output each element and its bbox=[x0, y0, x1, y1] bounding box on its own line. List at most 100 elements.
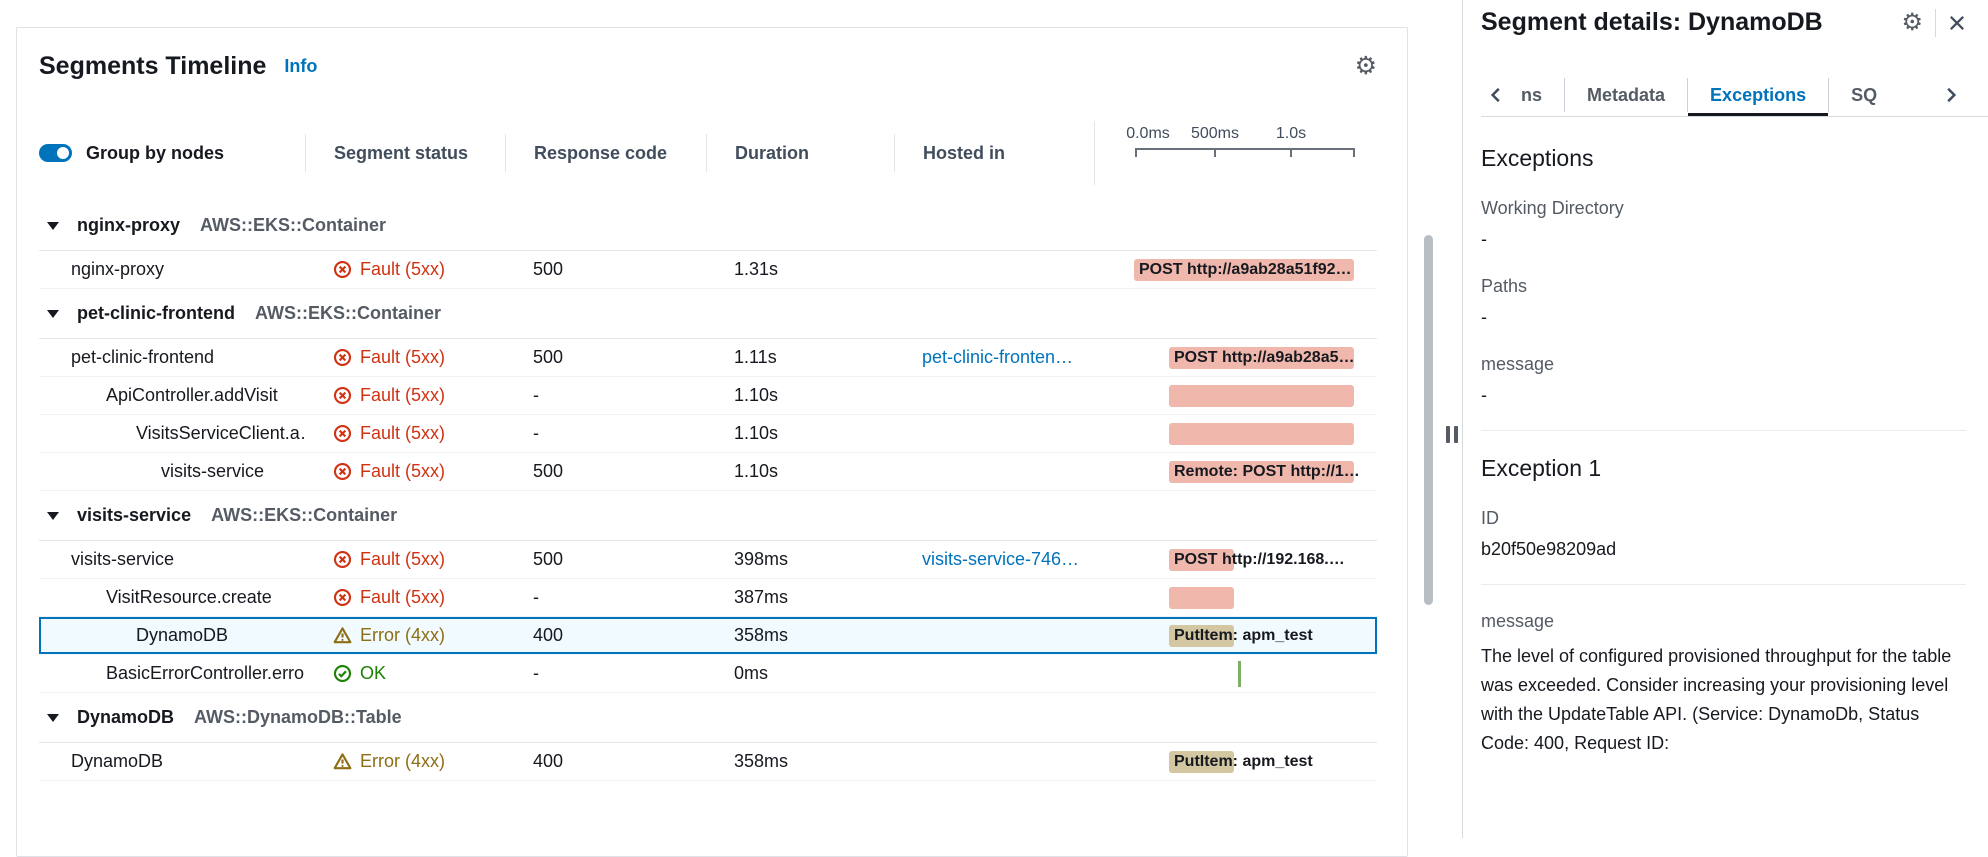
details-title: Segment details: DynamoDB bbox=[1481, 8, 1823, 36]
caret-down-icon[interactable] bbox=[47, 221, 59, 230]
exceptions-heading: Exceptions bbox=[1481, 145, 1594, 171]
tabs-scroll-left-icon[interactable] bbox=[1481, 86, 1511, 104]
fault-icon bbox=[333, 348, 352, 367]
info-link[interactable]: Info bbox=[284, 56, 318, 76]
vertical-scrollbar[interactable] bbox=[1424, 235, 1433, 605]
response-code: - bbox=[533, 385, 539, 405]
group-by-nodes-label: Group by nodes bbox=[86, 142, 225, 163]
tabs-scroll-right-icon[interactable] bbox=[1936, 86, 1966, 104]
segment-details-panel: Segment details: DynamoDB ⚙ ns Metadata … bbox=[1462, 0, 1988, 838]
fault-icon bbox=[333, 260, 352, 279]
segments-table: nginx-proxy AWS::EKS::Container nginx-pr… bbox=[39, 201, 1377, 781]
response-code: 500 bbox=[533, 549, 564, 569]
status-label: Fault (5xx) bbox=[360, 423, 446, 443]
table-row[interactable]: DynamoDB Error (4xx) 400 358ms PutItem: … bbox=[39, 743, 1377, 781]
segment-name: nginx-proxy bbox=[71, 259, 165, 279]
divider bbox=[1481, 584, 1966, 585]
tab-sql-truncated[interactable]: SQ bbox=[1851, 84, 1878, 105]
timeline-axis: 0.0ms 500ms 1.0s bbox=[1126, 125, 1355, 157]
group-header-dynamodb[interactable]: DynamoDB AWS::DynamoDB::Table bbox=[39, 693, 1377, 743]
exception-message-value: The level of configured provisioned thro… bbox=[1481, 646, 1952, 753]
axis-tick-label: 0.0ms bbox=[1126, 125, 1170, 142]
timeline-bar[interactable] bbox=[1169, 422, 1354, 445]
group-name: nginx-proxy bbox=[77, 215, 181, 235]
details-gear-icon[interactable]: ⚙ bbox=[1901, 9, 1923, 36]
response-code: 400 bbox=[533, 625, 564, 645]
caret-down-icon[interactable] bbox=[47, 309, 59, 318]
group-type: AWS::EKS::Container bbox=[255, 303, 441, 323]
segment-name: visits-service bbox=[161, 461, 265, 481]
timeline-bar[interactable] bbox=[1169, 384, 1354, 407]
field-label: message bbox=[1481, 354, 1555, 374]
fault-icon bbox=[333, 550, 352, 569]
timeline-bar[interactable]: POST http://a9ab28a5… bbox=[1169, 346, 1355, 369]
timeline-bar[interactable]: POST http://192.168.… bbox=[1169, 548, 1345, 571]
group-by-nodes-toggle[interactable] bbox=[39, 144, 72, 162]
status-label: Fault (5xx) bbox=[360, 385, 446, 405]
duration: 1.10s bbox=[734, 385, 779, 405]
timeline-bar[interactable]: POST http://a9ab28a51f92… bbox=[1134, 258, 1354, 281]
status-label: Fault (5xx) bbox=[360, 461, 446, 481]
timeline-bar[interactable]: Remote: POST http://1… bbox=[1169, 460, 1360, 483]
table-row[interactable]: visits-service Fault (5xx) 500 398ms vis… bbox=[39, 541, 1377, 579]
exception-id-label: ID bbox=[1481, 508, 1499, 528]
panel-resize-handle[interactable] bbox=[1446, 426, 1458, 443]
status-label: Fault (5xx) bbox=[360, 259, 446, 279]
table-row[interactable]: VisitResource.create Fault (5xx) - 387ms bbox=[39, 579, 1377, 617]
duration: 358ms bbox=[734, 625, 789, 645]
table-row-selected-dynamodb[interactable]: DynamoDB Error (4xx) 400 358ms PutItem: … bbox=[39, 617, 1377, 655]
group-name: pet-clinic-frontend bbox=[77, 303, 235, 323]
caret-down-icon[interactable] bbox=[47, 713, 59, 722]
hosted-in-link[interactable]: visits-service-746… bbox=[922, 549, 1080, 569]
warning-icon bbox=[333, 626, 352, 645]
duration: 1.10s bbox=[734, 461, 779, 481]
settings-gear-icon[interactable]: ⚙ bbox=[1354, 52, 1377, 80]
divider bbox=[1481, 430, 1966, 431]
duration: 1.11s bbox=[734, 347, 777, 367]
tab-metadata[interactable]: Metadata bbox=[1587, 84, 1666, 105]
exception-message-label: message bbox=[1481, 611, 1555, 631]
column-header-response-code: Response code bbox=[505, 134, 706, 172]
hosted-in-link[interactable]: pet-clinic-fronten… bbox=[922, 347, 1074, 367]
status-label: Fault (5xx) bbox=[360, 347, 446, 367]
axis-tick-label: 500ms bbox=[1190, 125, 1240, 142]
ok-icon bbox=[333, 664, 352, 683]
timeline-bar[interactable] bbox=[1169, 586, 1234, 609]
tab-annotations-truncated[interactable]: ns bbox=[1521, 84, 1543, 105]
table-row[interactable]: ApiController.addVisit Fault (5xx) - 1.1… bbox=[39, 377, 1377, 415]
timeline-bar[interactable]: PutItem: apm_test bbox=[1169, 750, 1313, 773]
close-icon[interactable] bbox=[1948, 14, 1966, 32]
table-row[interactable]: nginx-proxy Fault (5xx) 500 1.31s POST h… bbox=[39, 251, 1377, 289]
group-type: AWS::DynamoDB::Table bbox=[194, 707, 402, 727]
group-header-pet-clinic-frontend[interactable]: pet-clinic-frontend AWS::EKS::Container bbox=[39, 289, 1377, 339]
tab-exceptions[interactable]: Exceptions bbox=[1688, 78, 1829, 117]
fault-icon bbox=[333, 386, 352, 405]
response-code: 400 bbox=[533, 751, 564, 771]
field-label: Working Directory bbox=[1481, 198, 1624, 218]
group-header-visits-service[interactable]: visits-service AWS::EKS::Container bbox=[39, 491, 1377, 541]
timeline-bar[interactable] bbox=[1238, 660, 1241, 687]
segment-name: BasicErrorController.error bbox=[106, 663, 305, 683]
timeline-bar[interactable]: PutItem: apm_test bbox=[1169, 624, 1313, 647]
segment-name: visits-service bbox=[71, 549, 175, 569]
duration: 0ms bbox=[734, 663, 769, 683]
table-row[interactable]: BasicErrorController.error OK - 0ms bbox=[39, 655, 1377, 693]
segment-name: DynamoDB bbox=[136, 625, 229, 645]
duration: 1.10s bbox=[734, 423, 779, 443]
fault-icon bbox=[333, 424, 352, 443]
field-label: Paths bbox=[1481, 276, 1528, 296]
status-label: Error (4xx) bbox=[360, 751, 445, 771]
table-header: Group by nodes Segment status Response c… bbox=[39, 121, 1377, 185]
table-row[interactable]: pet-clinic-frontend Fault (5xx) 500 1.11… bbox=[39, 339, 1377, 377]
status-label: Error (4xx) bbox=[360, 625, 445, 645]
table-row[interactable]: VisitsServiceClient.a… Fault (5xx) - 1.1… bbox=[39, 415, 1377, 453]
caret-down-icon[interactable] bbox=[47, 511, 59, 520]
table-row[interactable]: visits-service Fault (5xx) 500 1.10s Rem… bbox=[39, 453, 1377, 491]
exception-id-value: b20f50e98209ad bbox=[1481, 539, 1617, 559]
group-header-nginx-proxy[interactable]: nginx-proxy AWS::EKS::Container bbox=[39, 201, 1377, 251]
duration: 358ms bbox=[734, 751, 789, 771]
column-header-duration: Duration bbox=[706, 134, 894, 172]
divider bbox=[1935, 8, 1936, 37]
status-label: Fault (5xx) bbox=[360, 587, 446, 607]
column-header-segment-status: Segment status bbox=[305, 134, 505, 172]
